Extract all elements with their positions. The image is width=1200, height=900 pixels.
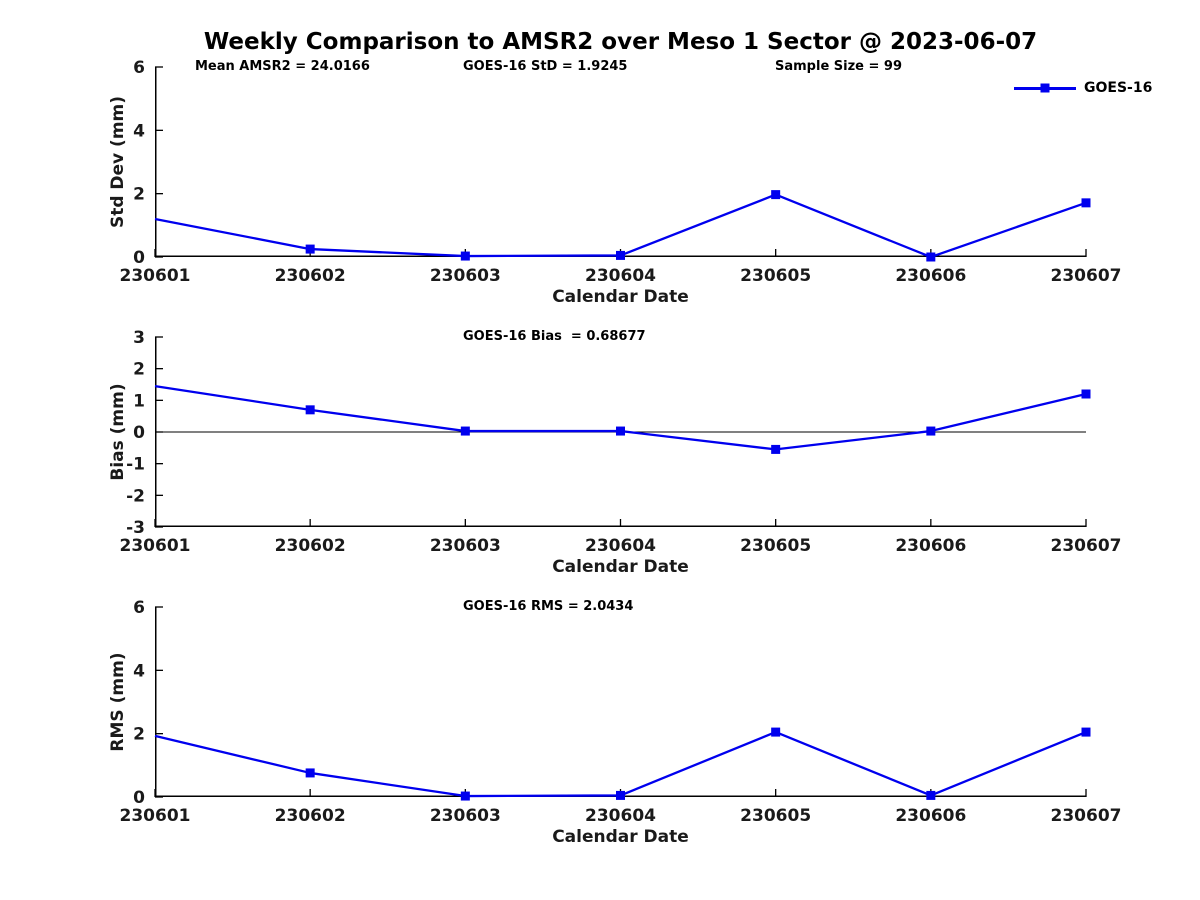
y-tick-label: -1	[126, 455, 145, 475]
x-tick-label: 230601	[120, 536, 191, 556]
x-tick-label: 230607	[1051, 806, 1122, 826]
x-tick-label: 230604	[585, 806, 656, 826]
x-tick-label: 230607	[1051, 266, 1122, 286]
x-axis-label-calendar-date-2: Calendar Date	[552, 557, 689, 577]
annotation-goes16-rms: GOES-16 RMS = 2.0434	[463, 599, 634, 614]
data-point-marker	[305, 244, 315, 254]
x-tick-label: 230601	[120, 806, 191, 826]
y-tick-label: 0	[133, 423, 145, 443]
data-point-marker	[460, 426, 470, 436]
annotation-mean-amsr2: Mean AMSR2 = 24.0166	[195, 59, 370, 74]
x-tick-label: 230607	[1051, 536, 1122, 556]
x-tick-label: 230603	[430, 806, 501, 826]
y-tick-label: 1	[133, 391, 145, 411]
series-line	[154, 730, 1087, 798]
data-point-marker	[926, 426, 936, 436]
data-point-marker	[771, 190, 781, 200]
data-point-marker	[460, 251, 470, 261]
data-point-marker	[926, 790, 936, 800]
x-tick-label: 230602	[275, 266, 346, 286]
x-tick-label: 230606	[895, 806, 966, 826]
data-point-marker	[460, 791, 470, 801]
x-tick-label: 230605	[740, 266, 811, 286]
x-tick-label: 230603	[430, 266, 501, 286]
std-dev-chart: 0 2 4 6 230601 230602 230603 230604 230605 230606…	[120, 58, 1122, 286]
data-point-marker	[1081, 727, 1091, 737]
y-tick-label: 2	[133, 185, 145, 205]
y-tick-label: 4	[133, 121, 145, 141]
y-tick-label: -2	[126, 486, 145, 506]
data-point-marker	[616, 426, 625, 436]
y-tick-label: 0	[133, 248, 145, 268]
y-tick-label: -3	[126, 518, 145, 538]
x-tick-label: 230602	[275, 806, 346, 826]
y-tick-label: 6	[133, 58, 145, 78]
x-axis-label-calendar-date-1: Calendar Date	[552, 287, 689, 307]
y-tick-label: 2	[133, 725, 145, 745]
figure-title: Weekly Comparison to AMSR2 over Meso 1 S…	[203, 29, 1038, 55]
legend-line-sample	[1014, 83, 1076, 93]
x-tick-label: 230606	[895, 266, 966, 286]
data-point-marker	[1081, 198, 1091, 208]
x-tick-label: 230603	[430, 536, 501, 556]
y-tick-label: 0	[133, 788, 145, 808]
x-tick-label: 230604	[585, 266, 656, 286]
data-point-marker	[616, 250, 625, 260]
y-axis-label-std-dev: Std Dev (mm)	[108, 95, 128, 229]
y-axis-label-bias: Bias (mm)	[108, 383, 128, 481]
data-point-marker	[926, 252, 936, 262]
x-tick-label: 230606	[895, 536, 966, 556]
series-line	[154, 193, 1087, 259]
x-tick-label: 230605	[740, 806, 811, 826]
y-tick-label: 6	[133, 598, 145, 618]
y-axis-label-rms: RMS (mm)	[108, 652, 128, 752]
data-point-marker	[1081, 389, 1091, 399]
x-tick-label: 230605	[740, 536, 811, 556]
data-point-marker	[771, 444, 781, 454]
y-tick-label: 3	[133, 328, 145, 348]
bias-chart: -3 -2 -1 0 1 2 3 230601 230602 230603 230604 230605…	[120, 328, 1122, 556]
legend: GOES-16	[1014, 80, 1152, 96]
data-point-marker	[771, 727, 781, 737]
y-tick-label: 2	[133, 360, 145, 380]
legend-marker-square-icon	[1040, 83, 1050, 93]
x-tick-label: 230601	[120, 266, 191, 286]
x-axis-label-calendar-date-3: Calendar Date	[552, 827, 689, 847]
data-point-marker	[305, 768, 315, 778]
legend-label-goes16: GOES-16	[1084, 80, 1153, 96]
data-point-marker	[305, 405, 315, 415]
annotation-sample-size: Sample Size = 99	[775, 59, 903, 74]
y-tick-label: 4	[133, 661, 145, 681]
x-tick-label: 230602	[275, 536, 346, 556]
series-line	[154, 384, 1087, 451]
x-tick-label: 230604	[585, 536, 656, 556]
data-point-marker	[616, 790, 625, 800]
annotation-goes16-std: GOES-16 StD = 1.9245	[463, 59, 628, 74]
annotation-goes16-bias: GOES-16 Bias = 0.68677	[463, 329, 646, 344]
rms-chart: 0 2 4 6 230601 230602 230603 230604 230605 230606…	[120, 598, 1122, 826]
